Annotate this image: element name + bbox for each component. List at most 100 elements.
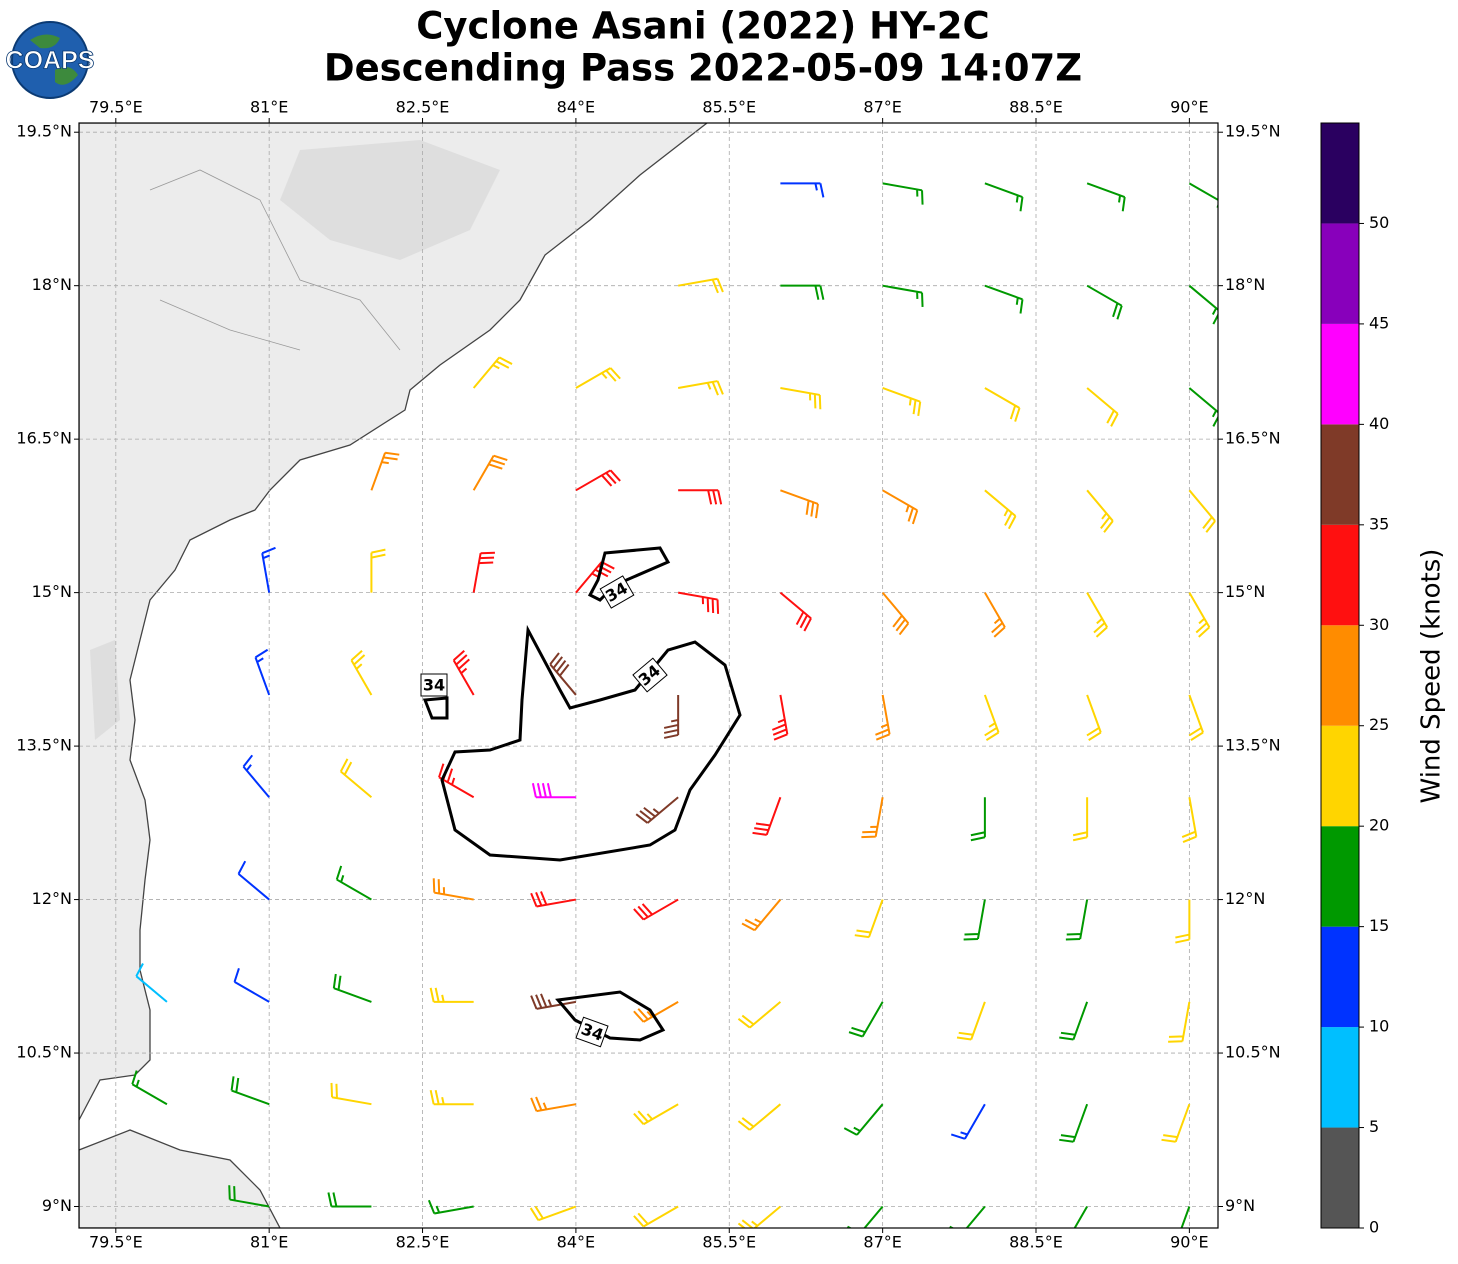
wind-barb — [254, 648, 271, 696]
wind-barb — [1181, 797, 1198, 843]
y-tick-label: 9°N — [1225, 1196, 1255, 1215]
wind-barb — [780, 489, 819, 519]
wind-barb — [230, 1076, 270, 1106]
colorbar-tick-label: 15 — [1369, 916, 1389, 935]
y-tick-label: 19.5°N — [16, 122, 72, 141]
wind-barb — [663, 694, 680, 739]
x-tick-label: 81°E — [250, 1233, 288, 1252]
x-tick-label: 84°E — [557, 98, 595, 117]
contour-line — [555, 990, 666, 1042]
wind-barb — [854, 899, 884, 939]
colorbar-tick-label: 40 — [1369, 414, 1389, 433]
x-tick-label: 85.5°E — [702, 98, 756, 117]
colorbar-tick-label: 25 — [1369, 715, 1389, 734]
wind-barb — [575, 561, 615, 594]
logo: COAPS — [5, 21, 95, 99]
land — [79, 1129, 281, 1228]
title-line: Cyclone Asani (2022) HY-2C — [416, 5, 989, 48]
wind-barb — [1188, 489, 1216, 533]
y-tick-label: 18°N — [32, 275, 72, 294]
wind-barb — [1065, 899, 1089, 941]
wind-barb — [779, 591, 812, 632]
colorbar-segment — [1321, 625, 1359, 726]
wind-barb — [427, 1199, 474, 1215]
wind-barb — [970, 797, 986, 842]
wind-barb — [1086, 489, 1114, 533]
x-tick-label: 87°E — [863, 1233, 901, 1252]
wind-barb — [983, 694, 1000, 741]
wind-barb — [432, 878, 474, 901]
wind-barb — [1161, 1103, 1191, 1143]
wind-barb — [429, 987, 474, 1003]
x-tick-label: 90°E — [1170, 98, 1208, 117]
wind-barb — [1086, 592, 1108, 638]
wind-barb — [752, 796, 782, 836]
wind-barb — [530, 993, 577, 1010]
colorbar-tick-label: 45 — [1369, 313, 1389, 332]
wind-barb — [339, 758, 373, 799]
x-tick-label: 79.5°E — [89, 1233, 143, 1252]
wind-barb — [530, 891, 577, 908]
wind-barb — [370, 451, 400, 491]
wind-barb — [575, 469, 621, 492]
wind-barb — [472, 356, 513, 389]
wind-barb — [531, 783, 576, 799]
wind-barb — [881, 591, 910, 636]
border — [149, 169, 401, 351]
colorbar-label: Wind Speed (knots) — [1417, 549, 1447, 804]
colorbar-tick-label: 5 — [1369, 1117, 1379, 1136]
wind-barb — [1086, 182, 1126, 212]
wind-barb — [633, 1205, 679, 1228]
x-tick-label: 82.5°E — [396, 1233, 450, 1252]
wind-barb — [242, 754, 270, 798]
colorbar-segment — [1321, 524, 1359, 626]
colorbar-segment — [1321, 1027, 1359, 1128]
colorbar: 0 5 10 15 20 25 30 35 40 45 50 — [1320, 122, 1389, 1237]
wind-barb — [135, 963, 168, 1003]
wind-barb — [984, 489, 1017, 530]
logo-text: COAPS — [6, 47, 95, 75]
map-area: 34 34 34 34 — [79, 123, 1218, 1228]
colorbar-segment — [1321, 323, 1359, 425]
wind-barb — [472, 454, 508, 491]
grid — [79, 123, 1218, 1228]
contour-line — [422, 696, 449, 720]
colorbar-tick-label: 35 — [1369, 514, 1389, 533]
wind-barb — [950, 1103, 986, 1140]
wind-barb — [1168, 1001, 1191, 1043]
wind-barb — [1072, 797, 1089, 842]
wind-barb — [984, 592, 1006, 638]
wind-barb — [1086, 387, 1119, 427]
wind-barb — [350, 649, 373, 696]
colorbar-segment — [1321, 223, 1359, 324]
wind-barb — [327, 1192, 372, 1208]
wind-barb — [228, 1185, 270, 1208]
colorbar-segment — [1321, 725, 1359, 827]
wind-barb — [882, 182, 924, 205]
colorbar-segment — [1321, 826, 1359, 927]
y-tick-label: 18°N — [1225, 275, 1265, 294]
relief — [90, 140, 500, 740]
wind-barb — [575, 367, 621, 389]
x-tick-label: 82.5°E — [396, 98, 450, 117]
wind-barb — [131, 1070, 168, 1106]
colorbar-segment — [1321, 926, 1359, 1028]
wind-barb — [984, 284, 1024, 314]
wind-barb — [1188, 284, 1218, 325]
wind-barb — [771, 694, 789, 741]
contour-line — [440, 624, 742, 862]
colorbar-tick-label: 0 — [1369, 1218, 1379, 1237]
wind-barb — [875, 694, 891, 741]
y-tick-label: 15°N — [32, 582, 72, 601]
y-tick-label: 15°N — [1225, 582, 1265, 601]
land — [79, 123, 709, 1121]
y-tick-label: 12°N — [32, 889, 72, 908]
wind-barb — [335, 865, 372, 901]
colorbar-segment — [1321, 1127, 1359, 1228]
wind-barb — [1086, 284, 1123, 320]
wind-barb — [741, 898, 782, 932]
wind-barb — [529, 1205, 577, 1222]
wind-barb — [780, 182, 825, 198]
wind-barb — [780, 387, 822, 410]
